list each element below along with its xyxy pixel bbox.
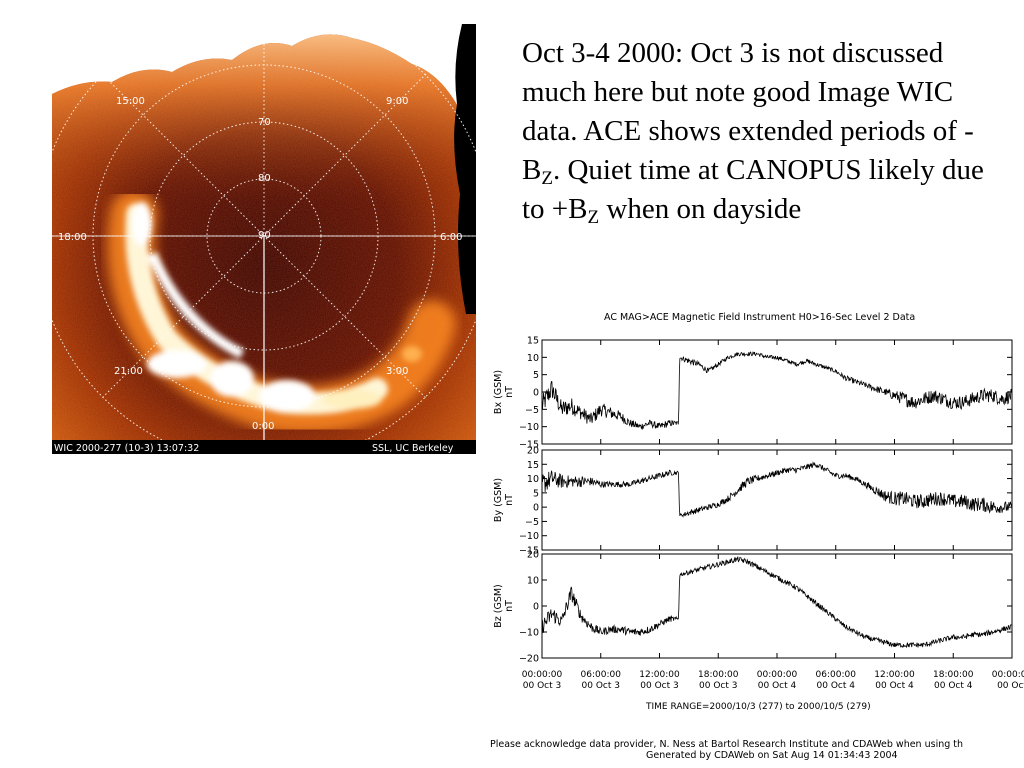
ylabel: Bz (GSM) — [493, 584, 504, 628]
ytick-label: 15 — [527, 336, 539, 347]
xtick-date: 00 Oct 4 — [817, 681, 856, 691]
ytick-label: −10 — [519, 628, 539, 639]
ylabel: Bx (GSM) — [493, 370, 504, 414]
ytick-label: 10 — [527, 576, 539, 587]
xtick-date: 00 Oct 3 — [699, 681, 737, 691]
yunit: nT — [504, 386, 515, 398]
xtick-date: 00 Oct — [997, 681, 1024, 691]
lat-label-90: 90 — [258, 230, 271, 241]
ytick-label: 0 — [533, 602, 539, 613]
mlt-label-3: 3:00 — [386, 366, 408, 377]
xtick-time: 00:00:00 — [757, 670, 798, 680]
ylabel: By (GSM) — [493, 478, 504, 522]
xtick-time: 06:00:00 — [581, 670, 622, 680]
ytick-label: −10 — [519, 531, 539, 542]
mlt-label-9: 9:00 — [386, 96, 408, 107]
ace-magnetic-field-chart: AC MAG>ACE Magnetic Field Instrument H0>… — [490, 312, 1024, 761]
slide-text-part1: Oct 3-4 2000: Oct 3 is not discussed muc… — [522, 37, 974, 186]
ytick-label: −15 — [519, 546, 539, 557]
slide-text-sub2: Z — [587, 207, 600, 228]
series-line — [541, 461, 1013, 518]
slide-body-text: Oct 3-4 2000: Oct 3 is not discussed muc… — [522, 34, 1002, 229]
ytick-label: 20 — [527, 550, 539, 561]
xtick-date: 00 Oct 3 — [640, 681, 678, 691]
footer-acknowledge: Please acknowledge data provider, N. Nes… — [490, 739, 963, 750]
earth-limb-shadow — [454, 24, 476, 314]
chart-title: AC MAG>ACE Magnetic Field Instrument H0>… — [604, 312, 915, 323]
xtick-time: 12:00:00 — [639, 670, 680, 680]
ytick-label: −15 — [519, 440, 539, 451]
slide-text-part3: when on dayside — [599, 193, 802, 225]
yunit: nT — [504, 494, 515, 506]
xtick-time: 00:00:00 — [992, 670, 1024, 680]
panel-1: 15 10 5 0 −5 −10 −15 Bx (GSM) nT — [493, 336, 1013, 451]
xtick-date: 00 Oct 3 — [582, 681, 620, 691]
ytick-label: 10 — [527, 474, 539, 485]
yunit: nT — [504, 600, 515, 612]
ytick-label: 20 — [527, 446, 539, 457]
xtick-time: 00:00:00 — [522, 670, 563, 680]
ytick-label: −5 — [525, 405, 539, 416]
ytick-label: 15 — [527, 460, 539, 471]
xtick-date: 00 Oct 4 — [758, 681, 797, 691]
xtick-time: 06:00:00 — [816, 670, 857, 680]
mlt-label-0: 0:00 — [252, 421, 274, 432]
xtick-date: 00 Oct 4 — [875, 681, 914, 691]
xtick-date: 00 Oct 3 — [523, 681, 561, 691]
lat-label-70: 70 — [258, 117, 271, 128]
image-footer-right: SSL, UC Berkeley — [372, 443, 454, 454]
mlt-label-18: 18:00 — [58, 232, 87, 243]
slide-text-part2: . Quiet time at CANOPUS likely due to +B — [522, 154, 984, 225]
xtick-date: 00 Oct 4 — [934, 681, 973, 691]
panel-frame — [541, 553, 1013, 659]
series-line — [541, 351, 1013, 431]
panel-frame — [541, 339, 1013, 445]
ytick-label: −5 — [525, 517, 539, 528]
ytick-label: −20 — [519, 654, 539, 665]
lat-label-80: 80 — [258, 173, 271, 184]
footer-generated: Generated by CDAWeb on Sat Aug 14 01:34:… — [646, 750, 898, 761]
ytick-label: 0 — [533, 503, 539, 514]
xtick-time: 18:00:00 — [933, 670, 974, 680]
auroral-uv-image: 15:00 9:00 18:00 6:00 21:00 3:00 0:00 70… — [52, 24, 476, 454]
panel-3: 20 10 0 −10 −20 Bz (GSM) nT — [493, 550, 1013, 665]
mlt-label-15: 15:00 — [116, 96, 145, 107]
ytick-label: 0 — [533, 388, 539, 399]
xtick-time: 18:00:00 — [698, 670, 739, 680]
ytick-label: 10 — [527, 353, 539, 364]
panel-2: 20 15 10 5 0 −5 −10 −15 By (GSM) nT — [493, 446, 1013, 557]
time-range-label: TIME RANGE=2000/10/3 (277) to 2000/10/5 … — [645, 702, 871, 712]
image-footer-left: WIC 2000-277 (10-3) 13:07:32 — [54, 443, 199, 454]
series-line — [541, 556, 1013, 649]
mlt-label-6: 6:00 — [440, 232, 462, 243]
ytick-label: 5 — [533, 488, 539, 499]
mlt-label-21: 21:00 — [114, 366, 143, 377]
ytick-label: 5 — [533, 370, 539, 381]
ytick-label: −10 — [519, 422, 539, 433]
xtick-time: 12:00:00 — [874, 670, 915, 680]
slide-text-sub1: Z — [541, 168, 553, 189]
